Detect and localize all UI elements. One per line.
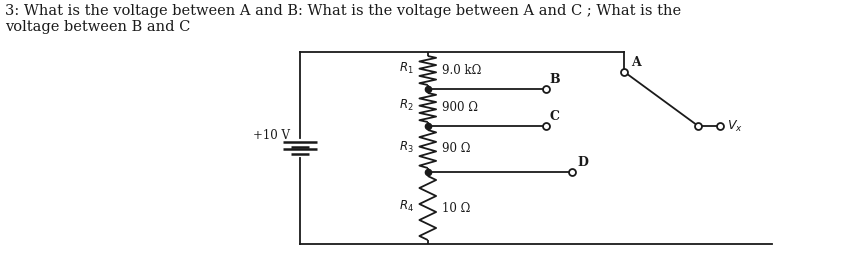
Text: $R_4$: $R_4$ <box>399 198 414 214</box>
Text: 10 Ω: 10 Ω <box>442 201 470 214</box>
Text: B: B <box>550 73 560 86</box>
Text: $R_3$: $R_3$ <box>399 139 414 154</box>
Text: +10 V: +10 V <box>253 129 290 142</box>
Text: 900 Ω: 900 Ω <box>442 101 478 114</box>
Text: $R_2$: $R_2$ <box>399 98 414 113</box>
Text: 9.0 kΩ: 9.0 kΩ <box>442 64 481 77</box>
Text: $R_1$: $R_1$ <box>399 61 414 76</box>
Text: 3: What is the voltage between A and B: What is the voltage between A and C ; Wh: 3: What is the voltage between A and B: … <box>5 4 681 34</box>
Text: A: A <box>631 56 641 69</box>
Text: 90 Ω: 90 Ω <box>442 142 470 155</box>
Text: $V_x$: $V_x$ <box>727 118 742 134</box>
Text: D: D <box>577 156 588 169</box>
Text: C: C <box>550 110 560 123</box>
